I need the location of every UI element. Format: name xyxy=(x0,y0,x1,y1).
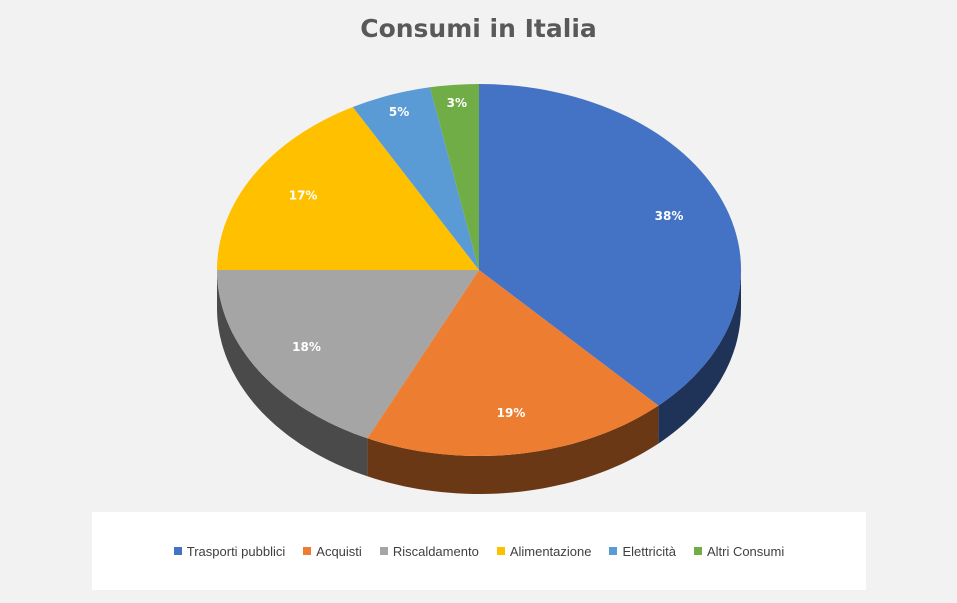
pie-side-trasporti-pubblici xyxy=(658,270,741,444)
data-label-acquisti: 19% xyxy=(497,406,526,420)
data-label-elettricita: 5% xyxy=(389,105,409,119)
pie-chart: 38% 19% 18% 17% 5% 3% xyxy=(217,83,742,494)
pie-slices xyxy=(217,83,742,457)
pie-side-riscaldamento xyxy=(217,270,368,477)
pie-side-walls xyxy=(217,270,741,494)
legend-swatch xyxy=(609,547,618,555)
legend-swatch xyxy=(379,547,388,555)
chart-title: Consumi in Italia xyxy=(360,14,597,43)
legend-item-riscaldamento[interactable]: Riscaldamento xyxy=(379,543,479,559)
data-label-trasporti-pubblici: 38% xyxy=(655,209,684,223)
pie-slice-altri-consumi[interactable] xyxy=(429,84,479,270)
pie-slice-riscaldamento[interactable] xyxy=(217,270,479,439)
data-label-riscaldamento: 18% xyxy=(292,340,321,354)
legend-swatch xyxy=(303,547,312,555)
legend: Trasporti pubblici Acquisti Riscaldamento A… xyxy=(92,512,866,590)
pie-slice-alimentazione[interactable] xyxy=(217,107,479,270)
legend-swatch xyxy=(693,547,702,555)
legend-label: Elettricità xyxy=(622,543,676,559)
legend-item-altri-consumi[interactable]: Altri Consumi xyxy=(693,543,785,559)
legend-label: Riscaldamento xyxy=(392,543,479,559)
legend-label: Altri Consumi xyxy=(706,543,785,559)
legend-item-trasporti-pubblici[interactable]: Trasporti pubblici xyxy=(173,543,286,559)
legend-label: Alimentazione xyxy=(509,543,592,559)
data-label-altri-consumi: 3% xyxy=(447,96,467,110)
pie-slice-trasporti-pubblici[interactable] xyxy=(479,83,742,406)
legend-item-alimentazione[interactable]: Alimentazione xyxy=(496,543,592,559)
legend-item-acquisti[interactable]: Acquisti xyxy=(303,544,362,559)
pie-slice-acquisti[interactable] xyxy=(367,270,659,457)
legend-swatch xyxy=(496,547,505,555)
legend-swatch xyxy=(173,547,182,555)
legend-label: Acquisti xyxy=(316,543,362,559)
pie-slice-elettricita[interactable] xyxy=(352,87,479,270)
pie-side-acquisti xyxy=(367,405,659,494)
pie-data-labels: 38% 19% 18% 17% 5% 3% xyxy=(289,96,684,420)
legend-label: Trasporti pubblici xyxy=(186,543,286,559)
data-label-alimentazione: 17% xyxy=(289,189,318,203)
legend-item-elettricita[interactable]: Elettricità xyxy=(609,543,676,559)
